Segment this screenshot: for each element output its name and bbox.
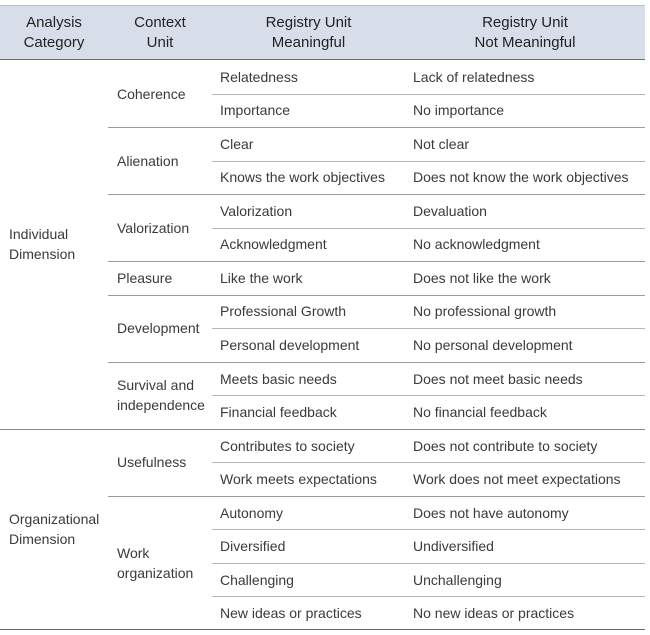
- not-meaningful-cell: Undiversified: [413, 538, 494, 555]
- header-line: Registry Unit: [482, 13, 568, 31]
- meaningful-cell: Financial feedback: [220, 404, 337, 421]
- header-background: [0, 5, 645, 60]
- not-meaningful-cell: Does not like the work: [413, 269, 551, 286]
- meaningful-cell: Valorization: [220, 202, 293, 219]
- context-cell: Development: [117, 320, 200, 337]
- context-cell: Valorization: [117, 219, 190, 236]
- meaningful-cell: Like the work: [220, 269, 303, 286]
- not-meaningful-cell: No personal development: [413, 336, 573, 353]
- header-line: Context: [134, 13, 186, 31]
- header-line: Not Meaningful: [474, 33, 576, 51]
- not-meaningful-cell: Does not contribute to society: [413, 437, 598, 454]
- header-line: Analysis: [26, 13, 82, 31]
- rule: [212, 462, 645, 464]
- meaningful-cell: Clear: [220, 135, 254, 152]
- header-cell: Registry Unit Meaningful: [212, 5, 405, 60]
- meaningful-cell: Relatedness: [220, 68, 298, 85]
- context-cell: Survival and independence: [117, 377, 205, 414]
- rule: [212, 395, 645, 397]
- rule: [0, 59, 645, 60]
- header-line: Registry Unit: [265, 13, 352, 31]
- meaningful-cell: Contributes to society: [220, 437, 355, 454]
- meaningful-cell: Personal development: [220, 336, 360, 353]
- rule: [108, 261, 645, 263]
- context-cell: Usefulness: [117, 454, 187, 471]
- not-meaningful-cell: Does not meet basic needs: [413, 370, 583, 387]
- header-line: Category: [23, 33, 85, 51]
- rule: [108, 294, 645, 296]
- meaningful-cell: Meets basic needs: [220, 370, 337, 387]
- rule: [0, 428, 645, 430]
- context-cell: Pleasure: [117, 269, 173, 286]
- not-meaningful-cell: Does not know the work objectives: [413, 169, 629, 186]
- header-cell: Registry Unit Not Meaningful: [405, 5, 645, 60]
- rule: [108, 127, 645, 129]
- context-cell: Work organization: [117, 544, 194, 581]
- meaningful-cell: Acknowledgment: [220, 236, 327, 253]
- rule: [212, 529, 645, 531]
- rule: [212, 562, 645, 564]
- rule: [108, 495, 645, 497]
- rule: [212, 596, 645, 598]
- header-cell: Context Unit: [108, 5, 212, 60]
- meaningful-cell: New ideas or practices: [220, 605, 362, 622]
- not-meaningful-cell: Devaluation: [413, 202, 487, 219]
- meaningful-cell: Autonomy: [220, 504, 284, 521]
- rule: [108, 194, 645, 196]
- not-meaningful-cell: No new ideas or practices: [413, 605, 575, 622]
- meaningful-cell: Diversified: [220, 538, 286, 555]
- category-cell: Individual Dimension: [9, 226, 76, 263]
- rule: [212, 328, 645, 330]
- meaningful-cell: Work meets expectations: [220, 471, 377, 488]
- category-cell: Organizational Dimension: [9, 511, 100, 548]
- not-meaningful-cell: Lack of relatedness: [413, 68, 535, 85]
- not-meaningful-cell: No financial feedback: [413, 404, 547, 421]
- context-cell: Coherence: [117, 85, 186, 102]
- meaningful-cell: Importance: [220, 102, 291, 119]
- not-meaningful-cell: Does not have autonomy: [413, 504, 569, 521]
- not-meaningful-cell: Not clear: [413, 135, 470, 152]
- not-meaningful-cell: No importance: [413, 102, 505, 119]
- not-meaningful-cell: Unchallenging: [413, 571, 502, 588]
- not-meaningful-cell: Work does not meet expectations: [413, 471, 621, 488]
- not-meaningful-cell: No acknowledgment: [413, 236, 540, 253]
- header-line: Meaningful: [271, 33, 346, 51]
- meaningful-cell: Challenging: [220, 571, 294, 588]
- rule: [212, 93, 645, 95]
- header-line: Unit: [146, 33, 174, 51]
- meaningful-cell: Knows the work objectives: [220, 169, 385, 186]
- header-cell: Analysis Category: [0, 5, 108, 60]
- rule: [212, 160, 645, 162]
- rule: [0, 629, 645, 630]
- not-meaningful-cell: No professional growth: [413, 303, 557, 320]
- rule: [108, 361, 645, 363]
- meaningful-cell: Professional Growth: [220, 303, 347, 320]
- context-cell: Alienation: [117, 152, 179, 169]
- rule: [212, 227, 645, 229]
